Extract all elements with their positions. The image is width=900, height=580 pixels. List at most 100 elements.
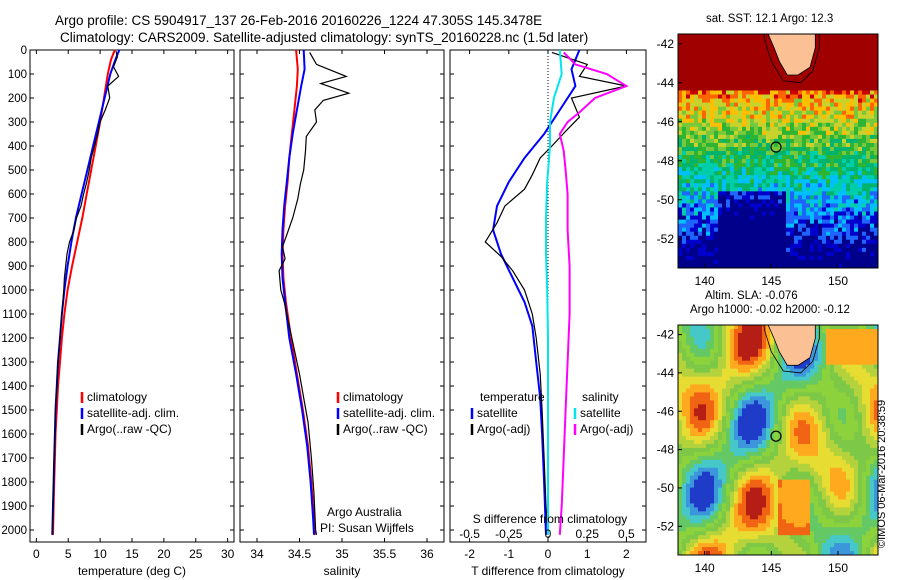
map-cell — [682, 50, 687, 55]
map-cell — [782, 239, 787, 245]
map-cell — [686, 451, 691, 457]
map-cell — [762, 495, 767, 501]
map-cell — [750, 483, 755, 489]
map-cell — [742, 167, 747, 172]
map-cell — [810, 74, 815, 79]
map-cell — [710, 384, 715, 390]
map-cell — [806, 400, 811, 405]
map-cell — [798, 471, 803, 477]
map-cell — [686, 58, 691, 63]
map-cell — [742, 360, 747, 366]
map-cell — [806, 507, 811, 512]
map-cell — [758, 98, 763, 104]
map-cell — [678, 475, 683, 481]
map-cell — [754, 155, 759, 160]
map-cell — [810, 408, 815, 413]
map-cell — [726, 171, 731, 176]
map-cell — [686, 235, 691, 241]
map-cell — [782, 527, 787, 532]
map-cell — [678, 523, 683, 528]
map-cell — [722, 503, 727, 509]
map-cell — [710, 499, 715, 505]
map-cell — [694, 195, 699, 201]
map-cell — [746, 328, 751, 334]
map-cell — [846, 110, 851, 116]
map-cell — [710, 243, 715, 249]
map-cell — [718, 463, 723, 469]
map-cell — [834, 70, 839, 75]
map-cell — [678, 479, 683, 485]
map-cell — [694, 328, 699, 334]
map-cell — [778, 167, 783, 172]
map-cell — [770, 356, 775, 362]
map-cell — [726, 487, 731, 493]
map-cell — [762, 499, 767, 505]
map-cell — [870, 126, 875, 132]
map-cell — [678, 459, 683, 465]
map-cell — [714, 428, 719, 433]
map-cell — [726, 436, 731, 441]
map-cell — [734, 138, 739, 144]
map-cell — [874, 155, 878, 160]
map-cell — [746, 499, 751, 505]
map-cell — [802, 110, 807, 116]
map-cell — [766, 356, 771, 362]
map-cell — [826, 171, 831, 176]
map-cell — [678, 207, 683, 213]
map-cell — [874, 243, 878, 249]
map-cell — [790, 372, 795, 378]
map-cell — [686, 255, 691, 261]
map-cell — [690, 487, 695, 493]
map-cell — [810, 167, 815, 172]
map-cell — [738, 38, 743, 43]
map-cell — [702, 507, 707, 512]
map-cell — [770, 547, 775, 552]
map-cell — [766, 58, 771, 63]
map-cell — [786, 451, 791, 457]
map-cell — [714, 38, 719, 43]
map-cell — [682, 531, 687, 536]
map-cell — [818, 451, 823, 457]
map-cell — [706, 122, 711, 128]
map-cell — [810, 207, 815, 213]
map-cell — [694, 54, 699, 59]
map-cell — [682, 215, 687, 221]
map-cell — [734, 223, 739, 229]
map-cell — [842, 118, 847, 124]
map-cell — [746, 118, 751, 124]
map-cell — [802, 263, 807, 268]
map-cell — [706, 467, 711, 473]
map-cell — [798, 519, 803, 524]
map-cell — [738, 94, 743, 100]
map-cell — [742, 503, 747, 509]
map-cell — [798, 392, 803, 397]
map-cell — [734, 447, 739, 453]
map-cell — [874, 247, 878, 253]
map-cell — [762, 348, 767, 354]
map-cell — [730, 94, 735, 100]
map-cell — [762, 203, 767, 209]
map-cell — [722, 199, 727, 205]
map-cell — [822, 191, 827, 196]
map-cell — [822, 199, 827, 205]
map-cell — [678, 455, 683, 461]
map-cell — [702, 62, 707, 67]
map-cell — [830, 171, 835, 176]
map-cell — [782, 547, 787, 552]
map-cell — [750, 66, 755, 71]
map-cell — [698, 58, 703, 63]
map-cell — [714, 183, 719, 188]
map-cell — [806, 231, 811, 237]
map-cell — [794, 535, 799, 540]
map-cell — [778, 130, 783, 136]
map-cell — [746, 219, 751, 225]
map-cell — [782, 70, 787, 75]
map-cell — [750, 551, 755, 555]
map-cell — [774, 384, 779, 390]
map-cell — [694, 191, 699, 196]
map-cell — [818, 199, 823, 205]
map-cell — [778, 215, 783, 221]
map-cell — [818, 86, 823, 92]
map-cell — [738, 515, 743, 520]
map-cell — [742, 102, 747, 108]
